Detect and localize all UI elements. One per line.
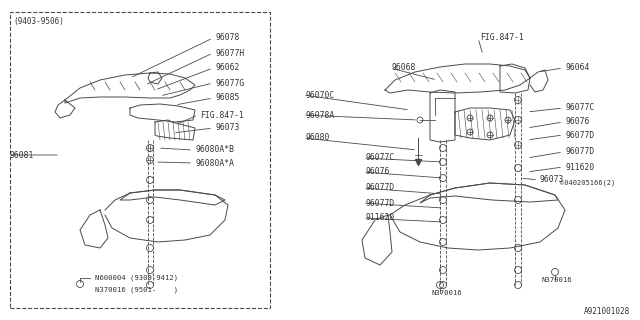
Text: 96076: 96076 [565,117,589,126]
Text: 96077H: 96077H [215,49,244,58]
Text: 96081: 96081 [10,150,35,159]
Text: N600004 (9309-9412): N600004 (9309-9412) [95,275,178,281]
Text: 96077D: 96077D [365,198,394,207]
Text: FIG.847-1: FIG.847-1 [480,34,524,43]
Text: 96070C: 96070C [305,91,334,100]
Text: N370016 (9501-    ): N370016 (9501- ) [95,287,178,293]
Text: 96080A*A: 96080A*A [195,158,234,167]
Text: (9403-9506): (9403-9506) [13,17,64,26]
Text: FIG.847-1: FIG.847-1 [200,110,244,119]
Text: ©040205166(2): ©040205166(2) [560,180,615,186]
Text: 96073: 96073 [215,124,239,132]
Text: 96078A: 96078A [305,110,334,119]
Text: 96085: 96085 [215,93,239,102]
Text: 96073: 96073 [540,175,564,185]
Text: 96077C: 96077C [365,154,394,163]
Text: 96077D: 96077D [565,131,595,140]
Text: 96064: 96064 [565,63,589,73]
Text: 96077C: 96077C [565,103,595,113]
Text: 96080A*B: 96080A*B [195,146,234,155]
Text: 96080: 96080 [305,133,330,142]
Text: A921001028: A921001028 [584,308,630,316]
Text: 96078: 96078 [215,34,239,43]
Text: 96077G: 96077G [215,78,244,87]
Text: 96068: 96068 [392,63,417,73]
Text: N370016: N370016 [542,277,573,283]
Text: 96077D: 96077D [365,183,394,193]
Text: 96062: 96062 [215,63,239,73]
Text: 911620: 911620 [365,213,394,222]
Bar [10,12,270,308]
Text: 911620: 911620 [565,163,595,172]
Text: 96077D: 96077D [565,148,595,156]
Text: 96076: 96076 [365,167,389,177]
Text: N370016: N370016 [432,290,463,296]
